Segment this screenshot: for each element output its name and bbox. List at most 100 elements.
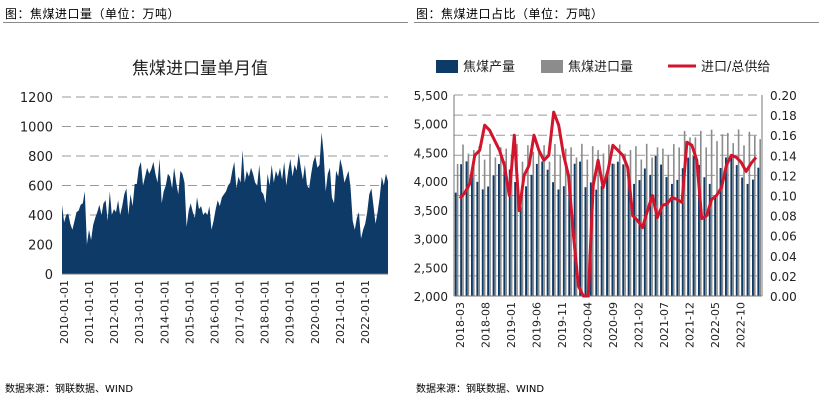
x-tick-label: 2021-07 — [658, 302, 671, 348]
y-tick-label: 800 — [28, 150, 53, 165]
imports-bar — [629, 150, 632, 296]
imports-bar — [510, 155, 513, 296]
imports-bar — [548, 161, 551, 296]
production-bar — [508, 169, 511, 296]
production-bar — [671, 183, 673, 296]
imports-bar — [462, 144, 464, 296]
imports-bar — [554, 144, 556, 296]
production-bar — [757, 167, 760, 296]
x-tick-label: 2019-06 — [531, 302, 544, 348]
production-bar — [579, 161, 581, 296]
production-bar — [552, 182, 554, 296]
y-tick-label: 1200 — [20, 91, 53, 106]
imports-bar — [635, 146, 637, 296]
production-bar — [676, 179, 679, 296]
imports-bar — [624, 153, 626, 296]
imports-bar — [683, 130, 686, 296]
y-tick-label: 0 — [45, 268, 53, 283]
production-bar — [600, 186, 603, 296]
production-bar — [541, 161, 544, 296]
imports-bar — [581, 143, 583, 296]
imports-bar — [710, 129, 713, 296]
imports-bar — [489, 143, 491, 296]
production-bar — [525, 186, 527, 296]
imports-bar — [473, 150, 475, 296]
legend-imports-swatch — [541, 60, 563, 73]
x-tick-label: 2019-11 — [556, 302, 569, 348]
right-source-note: 数据来源：钢联数据、WIND — [416, 384, 545, 395]
x-tick-label: 2014-01-01 — [158, 280, 171, 344]
imports-bar — [543, 145, 545, 296]
imports-bar — [759, 139, 761, 296]
production-bar — [454, 192, 457, 296]
production-bar — [752, 179, 754, 296]
production-bar — [530, 174, 533, 296]
imports-bar — [559, 155, 562, 296]
left-y-tick-label: 2,500 — [414, 261, 448, 275]
x-tick-label: 2018-01-01 — [259, 280, 272, 344]
right-y-tick-label: 0.00 — [770, 290, 797, 304]
production-bar — [568, 174, 571, 296]
x-tick-label: 2020-09 — [607, 302, 620, 348]
imports-bar — [656, 147, 659, 296]
production-bar — [476, 181, 479, 296]
y-tick-label: 400 — [28, 209, 53, 224]
legend-imports-label: 焦煤进口量 — [568, 60, 633, 75]
imports-bar — [575, 157, 578, 296]
x-tick-label: 2021-02 — [633, 302, 646, 348]
x-tick-label: 2021-12 — [684, 302, 697, 348]
imports-bar — [705, 147, 707, 296]
production-bar — [573, 163, 576, 296]
imports-bar — [732, 143, 734, 296]
production-bar — [535, 163, 538, 296]
imports-bar — [494, 157, 497, 296]
production-bar — [714, 197, 717, 296]
x-tick-label: 2010-01-01 — [58, 280, 71, 344]
imports-bar — [597, 150, 599, 296]
imports-bar — [537, 151, 540, 296]
production-bar — [562, 186, 565, 296]
imports-bar — [527, 145, 529, 296]
left-y-tick-label: 5,000 — [414, 118, 448, 132]
imports-bar — [651, 157, 653, 296]
production-bar — [687, 157, 690, 296]
x-tick-label: 2018-03 — [454, 302, 467, 348]
x-tick-label: 2019-01-01 — [284, 280, 297, 344]
production-bar — [606, 174, 608, 296]
imports-bar — [456, 163, 459, 296]
production-bar — [660, 164, 662, 296]
production-bar — [492, 175, 495, 296]
production-bar — [627, 176, 630, 296]
left-panel: 图：焦煤进口量（单位：万吨） 焦煤进口量单月值 0 200 400 600 800 100… — [3, 7, 408, 395]
imports-bar — [743, 145, 745, 296]
production-bar — [498, 164, 500, 296]
imports-bar — [483, 159, 486, 296]
production-bar — [481, 189, 484, 296]
x-tick-label: 2021-01-01 — [334, 280, 347, 344]
left-title-rule — [3, 22, 408, 23]
production-bar — [595, 189, 598, 296]
legend-ratio-label: 进口/总供给 — [701, 60, 770, 75]
right-y-tick-label: 0.06 — [770, 230, 797, 244]
production-bar — [557, 189, 560, 296]
y-tick-label: 1000 — [20, 121, 53, 136]
imports-bar — [608, 144, 610, 296]
production-bar — [616, 161, 619, 296]
left-figure-title: 图：焦煤进口量（单位：万吨） — [5, 7, 181, 21]
imports-bar — [678, 147, 680, 296]
right-y-tick-label: 0.08 — [770, 210, 797, 224]
production-bar — [471, 169, 473, 296]
left-y-tick-label: 3,000 — [414, 233, 448, 247]
right-y-tick-label: 0.18 — [770, 109, 797, 123]
production-bar — [708, 183, 711, 296]
imports-bar — [516, 144, 518, 296]
right-y-tick-label: 0.20 — [770, 89, 797, 103]
production-bar — [725, 157, 727, 296]
production-bar — [746, 183, 749, 296]
production-bar — [649, 174, 652, 296]
x-tick-label: 2012-01-01 — [108, 280, 121, 344]
imports-bar — [716, 141, 718, 296]
imports-bar — [748, 131, 751, 296]
imports-bar — [505, 148, 507, 296]
x-tick-label: 2020-04 — [582, 302, 595, 348]
